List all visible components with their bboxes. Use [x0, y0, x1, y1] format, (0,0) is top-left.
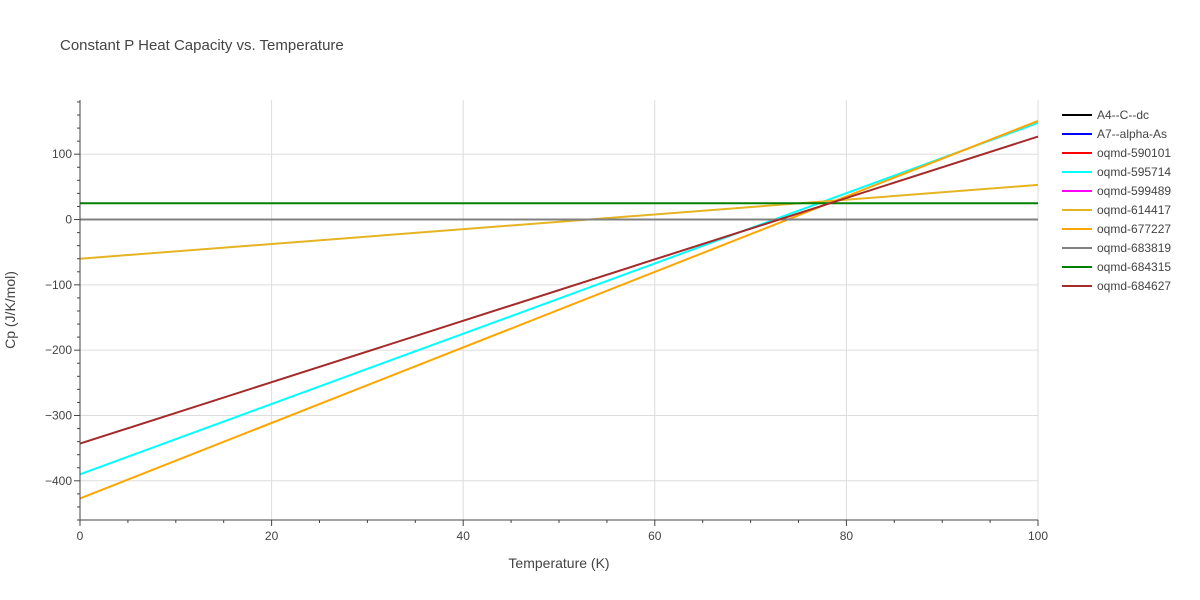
x-tick-label: 80	[840, 529, 854, 543]
plot-area	[79, 119, 1039, 500]
legend-item[interactable]: oqmd-677227	[1062, 222, 1171, 236]
legend-label: oqmd-684315	[1097, 260, 1171, 274]
legend-label: oqmd-590101	[1097, 146, 1171, 160]
series-line	[79, 121, 1039, 476]
y-tick-label: −400	[45, 474, 72, 488]
legend-item[interactable]: oqmd-684627	[1062, 279, 1171, 293]
legend-label: A4--C--dc	[1097, 108, 1149, 122]
legend-label: oqmd-614417	[1097, 203, 1171, 217]
x-axis-ticks: 0 20 40 60 80 100	[77, 520, 1048, 543]
legend-label: oqmd-684627	[1097, 279, 1171, 293]
y-tick-label: 100	[52, 147, 72, 161]
legend-item[interactable]: oqmd-684315	[1062, 260, 1171, 274]
legend-label: oqmd-595714	[1097, 165, 1171, 179]
y-tick-label: 0	[65, 213, 72, 227]
legend-item[interactable]: oqmd-595714	[1062, 165, 1171, 179]
legend-item[interactable]: oqmd-590101	[1062, 146, 1171, 160]
legend[interactable]: A4--C--dc A7--alpha-As oqmd-590101 oqmd-595…	[1062, 108, 1171, 293]
legend-label: oqmd-599489	[1097, 184, 1171, 198]
x-tick-label: 100	[1028, 529, 1048, 543]
y-axis-ticks: −400 −300 −200 −100 0 100	[45, 101, 80, 521]
x-tick-label: 40	[457, 529, 471, 543]
x-tick-label: 60	[648, 529, 662, 543]
legend-item[interactable]: A4--C--dc	[1062, 108, 1149, 122]
legend-label: A7--alpha-As	[1097, 127, 1167, 141]
y-tick-label: −200	[45, 343, 72, 357]
y-tick-label: −100	[45, 278, 72, 292]
series-line	[79, 183, 1039, 260]
series-line	[79, 135, 1039, 445]
series-line	[79, 119, 1039, 500]
legend-label: oqmd-683819	[1097, 241, 1171, 255]
legend-label: oqmd-677227	[1097, 222, 1171, 236]
x-axis-title: Temperature (K)	[508, 555, 609, 571]
x-tick-label: 0	[77, 529, 84, 543]
x-tick-label: 20	[265, 529, 279, 543]
chart-title: Constant P Heat Capacity vs. Temperature	[60, 37, 344, 54]
y-tick-label: −300	[45, 408, 72, 422]
legend-item[interactable]: oqmd-614417	[1062, 203, 1171, 217]
y-axis-title: Cp (J/K/mol)	[2, 271, 18, 349]
legend-item[interactable]: oqmd-599489	[1062, 184, 1171, 198]
legend-item[interactable]: A7--alpha-As	[1062, 127, 1167, 141]
legend-item[interactable]: oqmd-683819	[1062, 241, 1171, 255]
